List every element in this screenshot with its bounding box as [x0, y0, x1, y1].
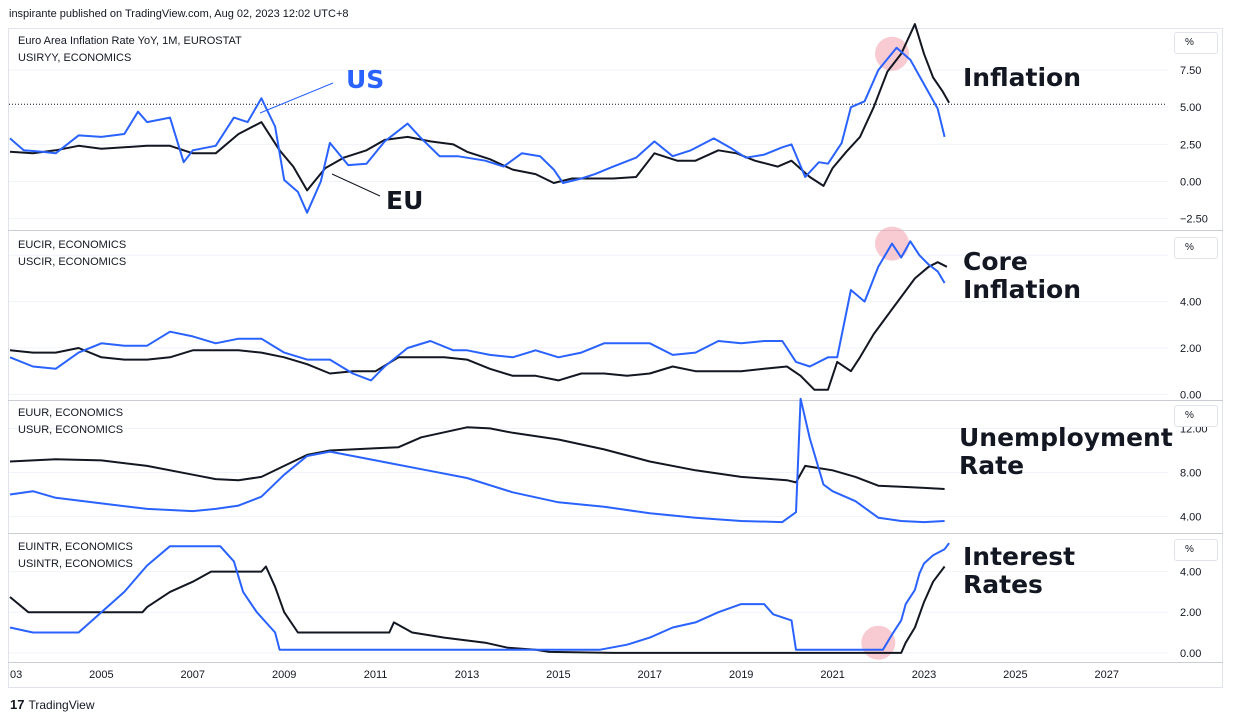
y-tick-label: 5.00	[1180, 102, 1201, 114]
x-tick-label: 2007	[181, 669, 205, 681]
legend-series-us[interactable]: USUR, ECONOMICS	[18, 424, 124, 436]
x-tick-label: 2025	[1003, 669, 1027, 681]
y-tick-label: 0.00	[1180, 648, 1201, 660]
tradingview-logo-icon: 17	[10, 697, 25, 712]
tradingview-branding[interactable]: 17 TradingView	[10, 697, 95, 712]
pane-legend-unemployment[interactable]: EUUR, ECONOMICS USUR, ECONOMICS	[18, 405, 123, 439]
pane-legend-core-inflation[interactable]: EUCIR, ECONOMICS USCIR, ECONOMICS	[18, 237, 126, 271]
y-tick-label: 7.50	[1180, 65, 1201, 77]
x-tick-label: 2019	[729, 669, 753, 681]
chart-frame	[8, 28, 1223, 688]
annotation-eu-leader	[331, 173, 381, 197]
legend-series-us[interactable]: USCIR, ECONOMICS	[18, 256, 127, 268]
pane-title-unemployment: Unemployment Rate	[959, 423, 1173, 480]
series-line-us[interactable]	[9, 542, 950, 651]
legend-series-us[interactable]: USIRYY, ECONOMICS	[18, 52, 132, 64]
pane-separator[interactable]	[8, 400, 1223, 401]
pane-separator[interactable]	[8, 230, 1223, 231]
pane-legend-interest-rates[interactable]: EUINTR, ECONOMICS USINTR, ECONOMICS	[18, 539, 133, 573]
percent-scale-button[interactable]: %	[1174, 237, 1218, 259]
pane-title-inflation: Inflation	[963, 63, 1081, 92]
tradingview-brand-text: TradingView	[28, 698, 95, 712]
series-line-us[interactable]	[9, 240, 946, 382]
y-tick-label: 4.00	[1180, 297, 1201, 309]
legend-series-eu[interactable]: EUUR, ECONOMICS	[18, 407, 124, 419]
pane-title-core-inflation: Core Inflation	[963, 247, 1081, 304]
percent-scale-button[interactable]: %	[1174, 539, 1218, 561]
series-line-us[interactable]	[9, 46, 946, 214]
legend-series-eu[interactable]: Euro Area Inflation Rate YoY, 1M, EUROST…	[18, 35, 242, 47]
annotation-us-label: US	[346, 65, 385, 94]
y-tick-label: 4.00	[1180, 567, 1201, 579]
publish-info: inspirante published on TradingView.com,…	[9, 8, 349, 20]
x-tick-label: 2005	[89, 669, 113, 681]
pane-legend-inflation[interactable]: Euro Area Inflation Rate YoY, 1M, EUROST…	[18, 33, 242, 67]
annotation-us-leader	[259, 82, 334, 114]
x-tick-label: 03	[10, 669, 22, 681]
annotation-eu-label: EU	[386, 186, 424, 215]
percent-scale-button[interactable]: %	[1174, 32, 1218, 54]
percent-scale-button[interactable]: %	[1174, 405, 1218, 427]
legend-series-eu[interactable]: EUINTR, ECONOMICS	[18, 541, 133, 553]
pane-title-interest-rates: Interest Rates	[963, 542, 1076, 599]
x-tick-label: 2023	[912, 669, 936, 681]
series-line-eu[interactable]	[9, 261, 948, 391]
series-line-eu[interactable]	[9, 565, 946, 654]
y-tick-label: 8.00	[1180, 468, 1201, 480]
x-tick-label: 2011	[364, 669, 388, 681]
x-tick-label: 2027	[1095, 669, 1119, 681]
legend-series-eu[interactable]: EUCIR, ECONOMICS	[18, 239, 127, 251]
y-tick-label: 2.50	[1180, 139, 1201, 151]
y-tick-label: 2.00	[1180, 343, 1201, 355]
y-tick-label: −2.50	[1180, 214, 1208, 226]
highlight-circle	[861, 625, 896, 660]
x-tick-label: 2013	[455, 669, 479, 681]
pane-separator[interactable]	[8, 533, 1223, 534]
time-axis-separator	[8, 662, 1223, 663]
x-tick-label: 2015	[546, 669, 570, 681]
series-line-eu[interactable]	[9, 426, 945, 490]
x-tick-label: 2017	[638, 669, 662, 681]
series-line-eu[interactable]	[9, 23, 950, 192]
y-tick-label: 0.00	[1180, 176, 1201, 188]
x-tick-label: 2021	[820, 669, 844, 681]
x-tick-label: 2009	[272, 669, 296, 681]
y-tick-label: 4.00	[1180, 512, 1201, 524]
legend-series-us[interactable]: USINTR, ECONOMICS	[18, 558, 133, 570]
y-tick-label: 0.00	[1180, 389, 1201, 401]
y-tick-label: 2.00	[1180, 607, 1201, 619]
series-line-us[interactable]	[9, 397, 945, 524]
